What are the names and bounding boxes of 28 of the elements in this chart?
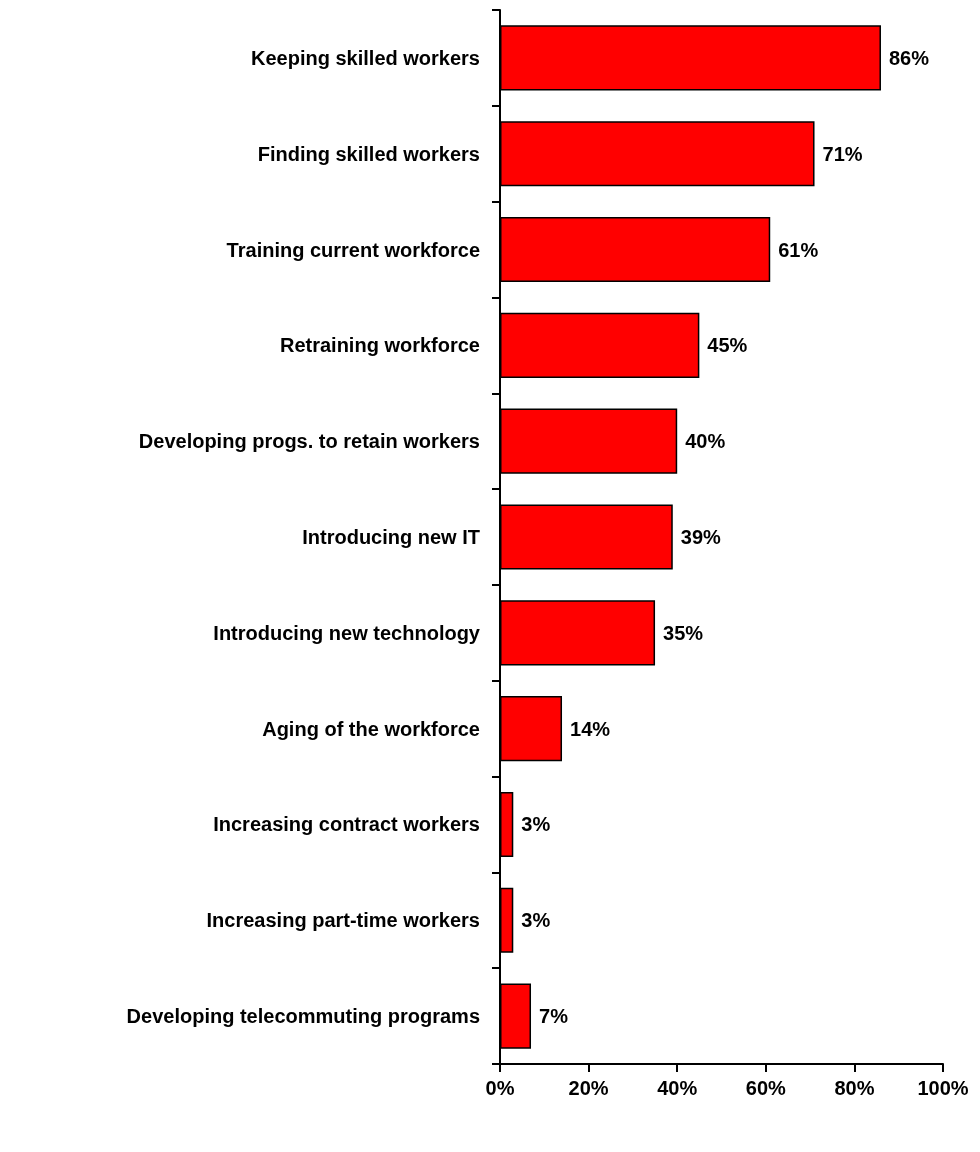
x-tick-label: 0% xyxy=(485,1077,515,1099)
x-tick-label: 60% xyxy=(745,1077,787,1099)
data-label: 3% xyxy=(521,909,551,932)
y-tick-label: Developing telecommuting programs xyxy=(126,1005,480,1028)
data-label: 14% xyxy=(570,717,611,740)
y-tick-label: Introducing new technology xyxy=(213,621,481,644)
y-tick-label: Training current workforce xyxy=(226,238,480,261)
x-tick-label: 100% xyxy=(917,1077,969,1099)
y-tick-label: Retraining workforce xyxy=(279,334,480,357)
y-tick-label: Finding skilled workers xyxy=(257,142,480,165)
x-tick-label: 40% xyxy=(657,1077,698,1099)
data-label: 45% xyxy=(707,334,748,357)
y-tick-label: Increasing part-time workers xyxy=(206,909,480,932)
y-tick-label: Introducing new IT xyxy=(302,526,480,548)
data-label: 35% xyxy=(663,621,704,644)
data-label: 71% xyxy=(822,142,863,165)
y-tick-label: Increasing contract workers xyxy=(213,813,480,836)
data-label: 3% xyxy=(521,813,551,836)
data-label: 61% xyxy=(778,238,819,261)
data-label: 86% xyxy=(888,46,930,69)
y-tick-label: Aging of the workforce xyxy=(262,717,480,740)
x-tick-label: 80% xyxy=(834,1077,875,1099)
y-tick-label: Developing progs. to retain workers xyxy=(138,430,480,453)
data-label: 39% xyxy=(680,526,722,548)
x-tick-label: 20% xyxy=(568,1077,609,1099)
data-label: 40% xyxy=(685,430,726,453)
y-tick-label: Keeping skilled workers xyxy=(251,46,480,69)
data-label: 7% xyxy=(539,1005,569,1028)
